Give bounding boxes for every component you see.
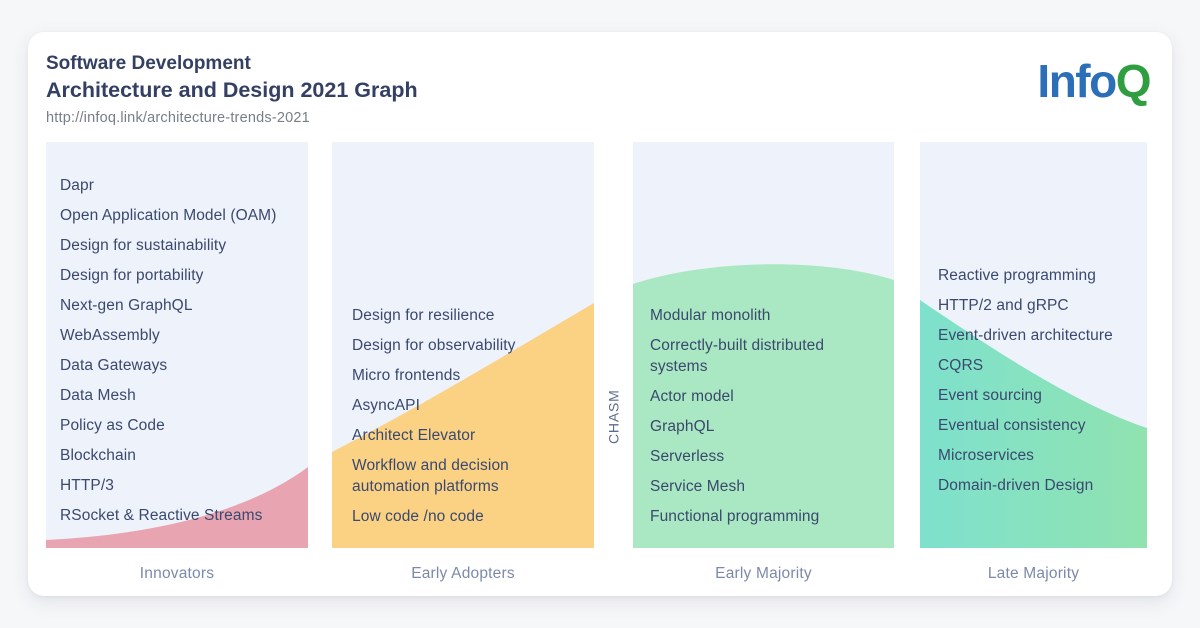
trend-item: AsyncAPI	[352, 397, 420, 414]
trend-item: Design for sustainability	[60, 237, 227, 254]
item-list: Design for resilience Design for observab…	[332, 142, 594, 527]
trend-item: Low code /no code	[352, 508, 484, 525]
infographic-link[interactable]: http://infoq.link/architecture-trends-20…	[46, 110, 310, 126]
trend-item: Eventual consistency	[938, 417, 1086, 434]
early-adopters-curve	[332, 303, 594, 548]
trend-item: Data Gateways	[60, 357, 168, 374]
page-title-line1: Software Development	[46, 53, 251, 74]
trend-item: Next-gen GraphQL	[60, 297, 193, 314]
logo-text-q: Q	[1115, 55, 1152, 107]
item-list: Dapr Open Application Model (OAM) Design f…	[46, 142, 308, 526]
item-list: Reactive programming HTTP/2 and gRPC Event…	[920, 142, 1147, 496]
trend-item: Actor model	[650, 388, 734, 405]
trend-item: Open Application Model (OAM)	[60, 207, 277, 224]
column-late-majority: Reactive programming HTTP/2 and gRPC Event…	[920, 142, 1147, 582]
page-title-line2: Architecture and Design 2021 Graph	[46, 78, 418, 102]
stage-label-early-majority: Early Majority	[715, 565, 812, 582]
trend-item: Correctly-built distributed systems	[650, 337, 825, 375]
trend-item: Policy as Code	[60, 417, 165, 434]
trend-item: Dapr	[60, 177, 94, 194]
header: Software Development Architecture and De…	[46, 52, 418, 126]
trend-item: Modular monolith	[650, 307, 771, 324]
trend-item: WebAssembly	[60, 327, 160, 344]
trend-item: Service Mesh	[650, 478, 746, 495]
trend-item: HTTP/3	[60, 477, 114, 494]
trend-item: Event-driven architecture	[938, 327, 1113, 344]
trend-item: Data Mesh	[60, 387, 136, 404]
trend-item: Serverless	[650, 448, 725, 465]
column-early-adopters: Design for resilience Design for observab…	[332, 142, 594, 582]
trend-item: Architect Elevator	[352, 427, 476, 444]
column-early-majority: Modular monolith Correctly-built distribu…	[633, 142, 894, 582]
infographic-card: Software Development Architecture and De…	[28, 32, 1172, 596]
trend-item: Domain-driven Design	[938, 477, 1094, 494]
trend-item: CQRS	[938, 357, 984, 374]
trend-item: Workflow and decision automation platfor…	[352, 457, 509, 495]
chasm-label: CHASM	[605, 389, 622, 445]
trend-item: HTTP/2 and gRPC	[938, 297, 1069, 314]
trend-item: Functional programming	[650, 508, 820, 525]
column-innovators: Dapr Open Application Model (OAM) Design f…	[46, 142, 308, 582]
infoq-logo: InfoQ	[1037, 55, 1152, 107]
trend-item: Design for resilience	[352, 307, 495, 324]
trend-item: RSocket & Reactive Streams	[60, 507, 263, 524]
stage-label-innovators: Innovators	[139, 565, 215, 582]
trend-item: Microservices	[938, 447, 1035, 464]
early-majority-curve	[633, 264, 894, 548]
stage-label-early-adopters: Early Adopters	[411, 565, 515, 582]
late-majority-curve	[920, 300, 1147, 548]
trend-item: Blockchain	[60, 447, 136, 464]
item-list: Modular monolith Correctly-built distribu…	[633, 142, 894, 527]
trend-item: GraphQL	[650, 418, 715, 435]
trend-item: Micro frontends	[352, 367, 461, 384]
trend-item: Reactive programming	[938, 267, 1096, 284]
logo-text-info: Info	[1037, 55, 1117, 107]
trend-item: Design for portability	[60, 267, 204, 284]
trend-item: Design for observability	[352, 337, 516, 354]
trend-item: Event sourcing	[938, 387, 1042, 404]
stage-label-late-majority: Late Majority	[987, 565, 1080, 582]
innovators-curve	[46, 467, 308, 548]
